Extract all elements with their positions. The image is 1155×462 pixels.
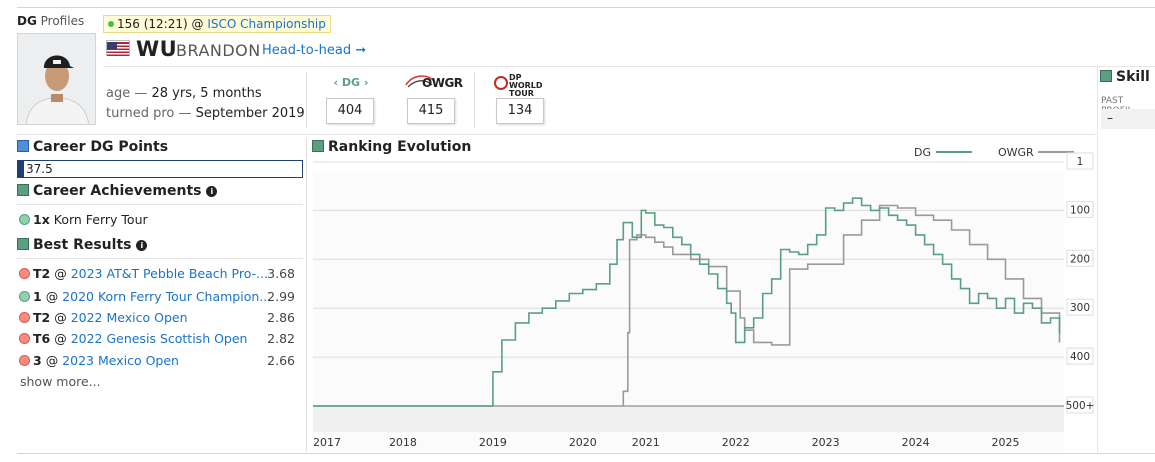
career-points-value: 37.5 — [26, 162, 53, 176]
owgr-rank-value: 415 — [407, 98, 455, 124]
legend-owgr: OWGR — [998, 146, 1034, 159]
x-tick-label: 2021 — [632, 436, 660, 449]
section-square-icon — [312, 140, 324, 152]
legend-owgr-swatch — [1038, 151, 1074, 153]
y-tick-box — [1066, 396, 1094, 414]
player-turned-pro: turned pro — September 2019 — [106, 106, 305, 121]
owgr-globe-icon — [405, 75, 435, 88]
result-event-link[interactable]: 2020 Korn Ferry Tour Champion... — [62, 289, 272, 304]
x-tick-label: 2022 — [722, 436, 750, 449]
y-tick-box — [1066, 249, 1094, 267]
career-achievements-title: Career Achievements i — [17, 183, 218, 199]
info-icon[interactable]: i — [206, 186, 218, 197]
result-event-link[interactable]: 2023 AT&T Pebble Beach Pro-... — [70, 266, 269, 281]
ranking-evolution-title: Ranking Evolution — [312, 139, 471, 155]
top-border — [17, 7, 1155, 8]
achievement-circle-icon — [19, 214, 30, 225]
info-divider — [306, 72, 307, 128]
result-status-icon — [19, 312, 30, 323]
y-tick-label: 100 — [1070, 204, 1090, 216]
result-score: 3.68 — [267, 266, 295, 281]
result-row: 3 @ 2023 Mexico Open 2.66 — [19, 353, 295, 368]
y-tick-label: 200 — [1070, 253, 1090, 265]
brand-title: DG Profiles — [17, 14, 85, 28]
result-status-icon — [19, 291, 30, 302]
dpwt-rank-value: 134 — [496, 98, 544, 124]
section-square-icon — [1100, 70, 1112, 82]
section-square-icon — [17, 184, 29, 196]
dp-world-tour-icon — [494, 76, 508, 90]
usa-flag-icon — [106, 40, 130, 56]
owgr-logo: OWGR — [404, 73, 463, 94]
x-tick-label: 2020 — [569, 436, 597, 449]
result-row: T6 @ 2022 Genesis Scottish Open 2.82 — [19, 331, 295, 346]
name-divider — [103, 66, 1155, 67]
result-row: 1 @ 2020 Korn Ferry Tour Champion... 2.9… — [19, 289, 295, 304]
skill-profile-title: Skill P — [1100, 69, 1155, 85]
section-square-icon — [17, 140, 29, 152]
achievement-item: 1x Korn Ferry Tour — [19, 212, 148, 227]
content-divider — [17, 134, 1095, 135]
series-line-owgr — [313, 204, 1061, 407]
y-tick-box — [1066, 152, 1094, 170]
past-profile-value: – — [1101, 109, 1155, 129]
dg-rank-value: 404 — [326, 98, 374, 124]
y-tick-label: 500+ — [1066, 400, 1094, 412]
result-event-link[interactable]: 2022 Mexico Open — [70, 310, 188, 325]
y-tick-box — [1066, 347, 1094, 365]
x-tick-label: 2023 — [812, 436, 840, 449]
result-row: T2 @ 2023 AT&T Pebble Beach Pro-... 3.68 — [19, 266, 295, 281]
live-event-link[interactable]: ISCO Championship — [207, 17, 326, 31]
best-results-title: Best Results i — [17, 237, 148, 253]
x-tick-label: 2025 — [992, 436, 1020, 449]
y-tick-label: 400 — [1070, 351, 1090, 363]
player-last-name: WU — [136, 37, 178, 61]
player-first-name: BRANDON — [176, 41, 261, 60]
result-status-icon — [19, 333, 30, 344]
left-column-divider — [306, 138, 307, 452]
result-status-icon — [19, 355, 30, 366]
y-tick-box — [1066, 200, 1094, 218]
result-score: 2.66 — [267, 353, 295, 368]
series-line-dg — [313, 197, 1061, 407]
player-age: age — 28 yrs, 5 months — [106, 86, 262, 101]
plot-500-band — [313, 406, 1064, 432]
career-points-bar: 37.5 — [17, 160, 303, 178]
result-score: 2.99 — [267, 289, 295, 304]
section-square-icon — [17, 238, 29, 250]
result-event-link[interactable]: 2023 Mexico Open — [62, 353, 179, 368]
x-tick-label: 2024 — [902, 436, 930, 449]
result-score: 2.82 — [267, 331, 295, 346]
info-icon[interactable]: i — [136, 240, 148, 251]
result-status-icon — [19, 268, 30, 279]
achievements-divider — [17, 204, 303, 205]
result-score: 2.86 — [267, 310, 295, 325]
dg-logo: ‹ DG › — [333, 76, 369, 89]
head-to-head-link[interactable]: Head-to-head ➞ — [262, 43, 367, 58]
result-row: T2 @ 2022 Mexico Open 2.86 — [19, 310, 295, 325]
arrow-right-icon: ➞ — [355, 43, 367, 58]
x-tick-label: 2017 — [313, 436, 341, 449]
ranking-evolution-chart: 1 100 200 300 400 500+ 2017 2018 2019 2020 2021 202… — [313, 152, 1094, 452]
career-points-fill — [18, 161, 24, 177]
bottom-border — [17, 453, 1155, 454]
x-tick-label: 2019 — [479, 436, 507, 449]
y-tick-box — [1066, 298, 1094, 316]
player-headshot — [17, 33, 96, 125]
live-dot-icon — [108, 21, 114, 27]
live-status-badge[interactable]: 156 (12:21) @ ISCO Championship — [103, 15, 331, 33]
y-tick-label: 1 — [1077, 156, 1084, 168]
ranking-divider — [474, 72, 475, 128]
show-more-link[interactable]: show more... — [20, 374, 101, 389]
x-tick-label: 2018 — [389, 436, 417, 449]
legend-dg: DG — [914, 146, 931, 159]
career-points-title: Career DG Points — [17, 139, 168, 155]
legend-dg-swatch — [936, 151, 972, 153]
results-divider — [17, 258, 303, 259]
right-panel-divider — [1097, 66, 1098, 452]
y-tick-label: 300 — [1070, 302, 1090, 314]
headshot-image — [18, 34, 95, 124]
result-event-link[interactable]: 2022 Genesis Scottish Open — [70, 331, 248, 346]
